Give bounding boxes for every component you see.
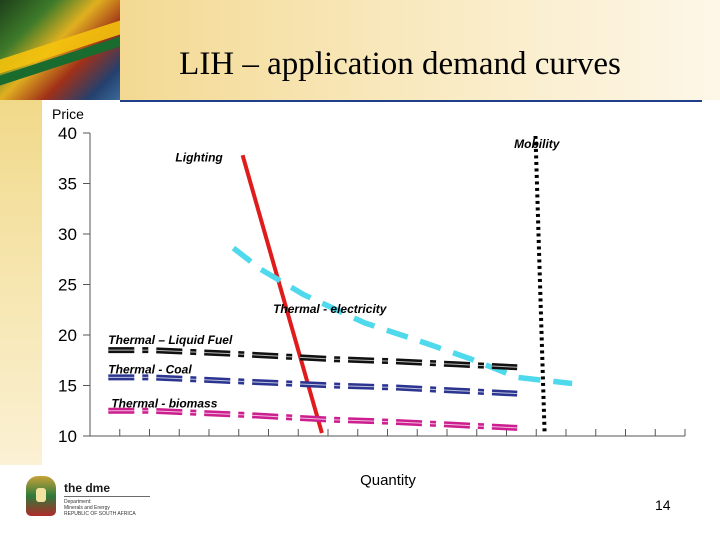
slide-title: LIH – application demand curves <box>179 46 621 82</box>
series-annotation: Thermal – Liquid Fuel <box>108 333 233 347</box>
sidebar-band <box>0 100 42 465</box>
series-line-thermal-electricity <box>231 245 573 387</box>
series-highlight-thermal-liquid-fuel <box>108 349 518 368</box>
series-highlight-thermal-biomass <box>108 410 518 429</box>
series-annotation: Thermal - electricity <box>273 302 388 316</box>
y-tick-label: 35 <box>58 175 77 194</box>
logo-divider <box>64 496 150 497</box>
series-annotation: Thermal - biomass <box>111 397 217 411</box>
series-line-mobility <box>533 135 547 434</box>
logo-subtitle-line: Minerals and Energy <box>64 505 110 511</box>
y-tick-label: 30 <box>58 225 77 244</box>
title-underline <box>120 100 702 102</box>
series-annotation: Lighting <box>175 150 223 164</box>
logo-name: the dme <box>64 481 111 495</box>
x-axis-label: Quantity <box>360 472 416 489</box>
dme-logo: the dme Department: Minerals and Energy … <box>22 472 152 524</box>
corner-flag-photo <box>0 0 120 100</box>
series-highlight-thermal-coal <box>108 376 518 395</box>
header-band <box>120 0 720 100</box>
page-number: 14 <box>655 497 671 513</box>
y-tick-label: 15 <box>58 377 77 396</box>
coat-of-arms-icon <box>26 476 56 516</box>
y-tick-label: 20 <box>58 326 77 345</box>
series-annotation: Mobility <box>514 137 561 151</box>
y-tick-label: 40 <box>58 124 77 143</box>
logo-subtitle-line: Department: <box>64 499 92 505</box>
series-annotation: Thermal - Coal <box>108 362 192 376</box>
logo-subtitle: Department: Minerals and Energy REPUBLIC… <box>64 499 136 517</box>
logo-subtitle-line: REPUBLIC OF SOUTH AFRICA <box>64 511 136 517</box>
y-tick-label: 25 <box>58 276 77 295</box>
y-tick-label: 10 <box>58 427 77 446</box>
y-axis-label: Price <box>52 106 84 122</box>
chart-plot-background <box>42 104 705 466</box>
